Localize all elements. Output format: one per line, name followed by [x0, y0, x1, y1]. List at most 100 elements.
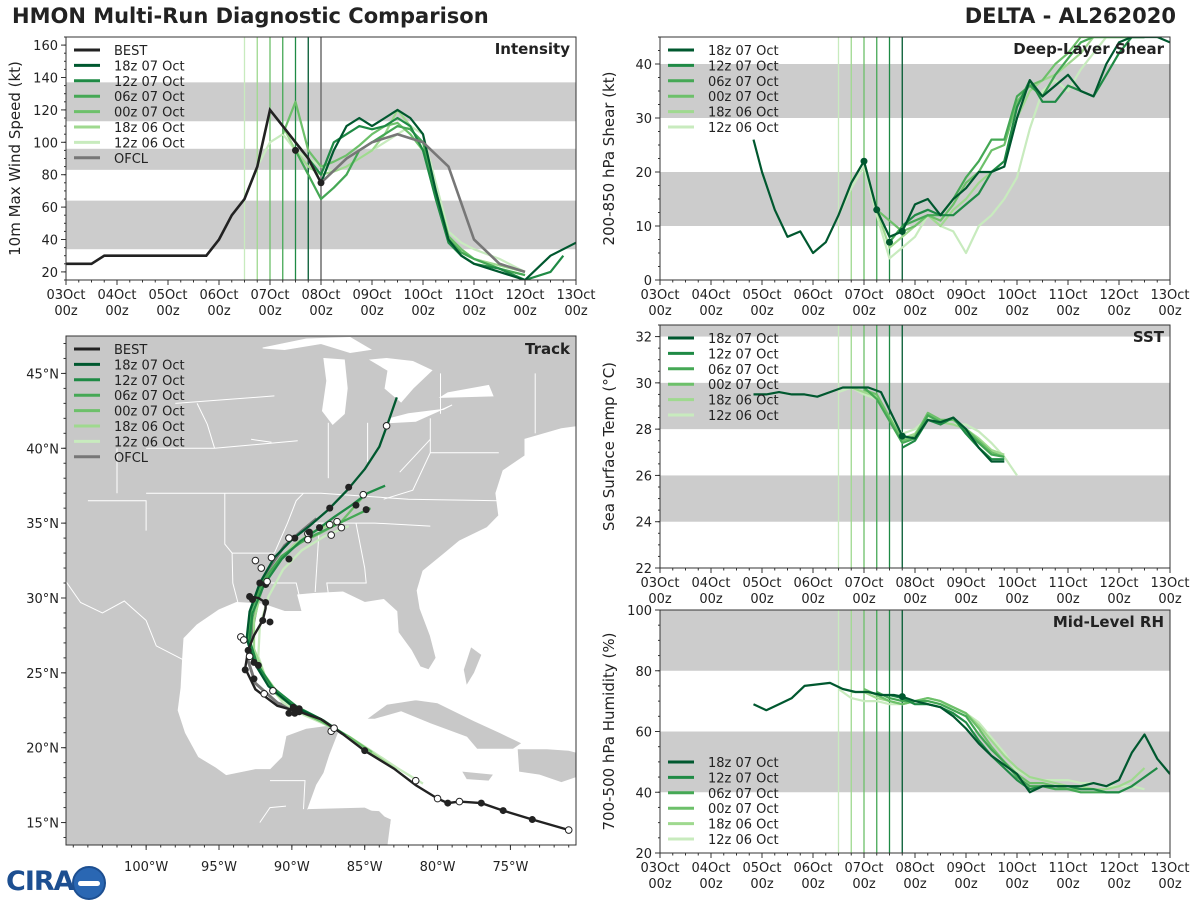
sst-point	[898, 432, 906, 440]
border-line	[87, 500, 147, 531]
shear-xtick-label: 10Oct	[997, 288, 1036, 303]
chart-rh: 2040608010003Oct00z04Oct00z05Oct00z06Oct…	[600, 604, 1190, 892]
track-point-open	[285, 534, 293, 542]
rh-xtick-label: 05Oct	[742, 861, 781, 876]
intensity-xtick-label: 12Oct	[505, 288, 544, 303]
sst-shade-band	[660, 475, 1170, 522]
track-point-open	[337, 523, 346, 532]
track-point-open	[263, 577, 271, 586]
track-xtick-label: 90°W	[274, 860, 310, 875]
shear-xtick-label: 00z	[1056, 304, 1080, 319]
rh-point	[898, 693, 906, 701]
rh-xtick-label: 07Oct	[844, 861, 883, 876]
rh-plot-area	[660, 610, 1170, 853]
rh-xtick-label: 11Oct	[1048, 861, 1087, 876]
intensity-xtick-label: 09Oct	[352, 288, 391, 303]
land-hispaniola	[517, 749, 576, 783]
sst-series-00z-07-Oct	[863, 388, 1005, 458]
rh-xtick-label: 03Oct	[640, 861, 679, 876]
shear-legend-label: 06z 07 Oct	[708, 75, 779, 90]
track-legend-label: OFCL	[114, 451, 149, 466]
sst-legend-label: 00z 07 Oct	[708, 378, 779, 393]
sst-xtick-label: 00z	[1005, 592, 1029, 607]
intensity-xtick-label: 11Oct	[454, 288, 493, 303]
shear-ytick-label: 20	[635, 166, 652, 181]
shear-plot-area	[660, 37, 1170, 280]
best-point-open	[564, 826, 573, 834]
intensity-xtick-label: 00z	[54, 304, 78, 319]
track-legend-label: 12z 07 Oct	[114, 374, 185, 389]
rh-xtick-label: 00z	[1005, 877, 1029, 892]
intensity-series-06z-07-Oct	[294, 124, 526, 277]
shear-xtick-label: 12Oct	[1099, 288, 1138, 303]
intensity-xtick-label: 06Oct	[199, 288, 238, 303]
track-point-filled	[289, 703, 297, 711]
sst-xtick-label: 00z	[1056, 592, 1080, 607]
rh-series-18z-07-Oct	[753, 681, 1170, 794]
intensity-xtick-label: 04Oct	[97, 288, 136, 303]
intensity-series-OFCL	[320, 132, 526, 274]
sst-ytick-label: 26	[635, 469, 652, 484]
track-point-open	[251, 556, 260, 565]
sst-legend-label: 12z 07 Oct	[708, 347, 779, 362]
track-legend-label: 00z 07 Oct	[114, 405, 185, 420]
land-central-america	[303, 807, 391, 844]
track-point-open	[330, 724, 338, 733]
shear-xtick-label: 08Oct	[895, 288, 934, 303]
shear-xtick-label: 00z	[750, 304, 774, 319]
intensity-ytick-label: 100	[33, 136, 58, 151]
great-lake	[321, 357, 348, 426]
sst-xtick-label: 12Oct	[1099, 576, 1138, 591]
intensity-plot-area	[66, 37, 576, 280]
intensity-xtick-label: 00z	[309, 304, 333, 319]
sst-ytick-label: 32	[635, 331, 652, 346]
shear-xtick-label: 00z	[903, 304, 927, 319]
track-map-area	[66, 336, 576, 845]
rh-ytick-label: 40	[635, 786, 652, 801]
intensity-series-18z-07-Oct	[319, 108, 576, 280]
rh-xtick-label: 00z	[903, 877, 927, 892]
rh-legend-label: 18z 07 Oct	[708, 756, 779, 771]
track-xtick-label: 80°W	[420, 860, 456, 875]
track-legend-label: 12z 06 Oct	[114, 435, 185, 450]
sst-xtick-label: 00z	[1158, 592, 1182, 607]
border-line	[196, 403, 216, 449]
rh-xtick-label: 10Oct	[997, 861, 1036, 876]
rh-xtick-label: 00z	[1107, 877, 1131, 892]
land-cuba	[364, 699, 524, 750]
track-point-open	[257, 564, 266, 572]
rh-legend-label: 06z 07 Oct	[708, 787, 779, 802]
track-ytick-label: 15°N	[26, 817, 59, 832]
sst-xtick-label: 10Oct	[997, 576, 1036, 591]
shear-series-06z-07-Oct	[888, 37, 1145, 243]
intensity-xtick-label: 00z	[258, 304, 282, 319]
best-point-open	[455, 797, 464, 806]
border-line	[399, 438, 431, 473]
sst-ytick-label: 28	[635, 423, 652, 438]
sst-ylabel: Sea Surface Temp (°C)	[600, 362, 618, 531]
sst-shade-band	[660, 325, 1170, 337]
track-point-filled	[362, 506, 370, 514]
track-point-filled	[250, 675, 258, 683]
great-lake	[387, 404, 453, 424]
sst-xtick-label: 05Oct	[742, 576, 781, 591]
track-xtick-label: 75°W	[492, 860, 528, 875]
intensity-xtick-label: 00z	[462, 304, 486, 319]
cira-logo: CIRA	[6, 862, 108, 900]
rh-legend-label: 12z 06 Oct	[708, 833, 779, 848]
sst-ytick-label: 22	[635, 562, 652, 577]
shear-legend-label: 18z 06 Oct	[708, 106, 779, 121]
shear-xtick-label: 11Oct	[1048, 288, 1087, 303]
chart-track: 100°W 95°W 90°W 85°W 80°W 75°W 15°N 20°N 25°N 30°…	[26, 335, 577, 875]
intensity-legend-label: 12z 07 Oct	[114, 75, 185, 90]
sst-xtick-label: 13Oct	[1150, 576, 1189, 591]
sst-xtick-label: 08Oct	[895, 576, 934, 591]
shear-ytick-label: 30	[635, 112, 652, 127]
border-line	[175, 395, 275, 404]
border-line	[251, 438, 272, 443]
intensity-ytick-label: 20	[41, 266, 58, 281]
intensity-legend-label: BEST	[114, 44, 147, 59]
sst-xtick-label: 00z	[801, 592, 825, 607]
